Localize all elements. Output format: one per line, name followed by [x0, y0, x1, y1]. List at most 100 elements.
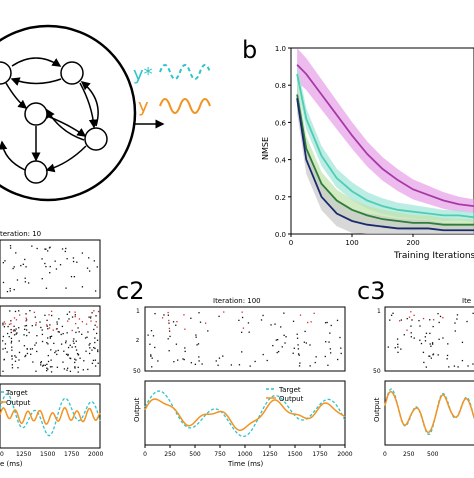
spike	[241, 351, 243, 353]
spike	[56, 323, 58, 325]
c3-spike-raster	[387, 311, 474, 368]
spike	[31, 348, 34, 350]
series-line	[296, 94, 474, 226]
spike	[67, 353, 69, 356]
spike	[274, 323, 276, 325]
spike	[466, 320, 468, 323]
spike	[8, 335, 10, 338]
spike	[22, 263, 24, 265]
spike	[6, 351, 8, 353]
spike	[432, 354, 434, 356]
spike	[150, 354, 152, 356]
spike	[418, 320, 420, 322]
spike	[329, 332, 331, 334]
svg-text:250: 250	[403, 451, 415, 458]
spike	[326, 321, 328, 324]
spike	[190, 362, 193, 364]
spike	[88, 316, 90, 318]
spike	[397, 343, 399, 346]
spike	[84, 337, 87, 339]
spike	[49, 265, 51, 268]
spike	[149, 343, 151, 345]
spike	[277, 338, 279, 341]
spike	[151, 366, 153, 368]
spike	[184, 350, 186, 353]
spike	[96, 326, 98, 328]
spike	[69, 344, 71, 346]
spike	[9, 245, 12, 247]
spike	[410, 325, 412, 327]
spike	[14, 310, 17, 313]
spike	[36, 350, 38, 353]
spike	[63, 368, 66, 370]
y-tick-label: 0.6	[275, 119, 287, 127]
spike	[284, 342, 286, 344]
spike	[336, 319, 339, 322]
spike	[40, 362, 42, 364]
spike	[197, 343, 200, 345]
spike	[49, 272, 51, 274]
spike	[85, 323, 88, 325]
spike	[66, 320, 69, 322]
c2-spike-raster	[147, 311, 342, 368]
network-diagram: y* y	[0, 24, 211, 202]
spike	[47, 250, 49, 252]
c2-x-tick-label: 2000	[337, 451, 352, 458]
spike	[25, 324, 28, 327]
spike	[25, 313, 27, 315]
spike	[11, 349, 13, 351]
spike	[18, 359, 20, 361]
c1-raster-top	[0, 239, 101, 299]
svg-text:0: 0	[383, 451, 387, 458]
spike	[48, 327, 51, 329]
spike	[207, 330, 209, 332]
spike	[24, 355, 26, 358]
spike	[87, 368, 89, 371]
c2-raster-y-ticks: 1 z 50	[133, 308, 141, 375]
output-wave-icon	[159, 98, 211, 114]
spike	[461, 341, 464, 344]
spike	[24, 281, 27, 283]
spike	[41, 329, 43, 331]
spike	[95, 332, 98, 335]
spike	[150, 355, 152, 357]
spike	[394, 347, 396, 349]
spike	[77, 371, 79, 373]
spike	[96, 339, 99, 341]
c2-x-ticks: 0 250 500 750 1000 1250 1500 1750 2000	[143, 445, 353, 458]
spike	[75, 340, 77, 342]
spike	[56, 328, 58, 330]
spike	[310, 321, 312, 323]
spike	[61, 248, 64, 250]
c2-raster-axes	[144, 306, 346, 372]
spike	[11, 346, 13, 348]
spike	[339, 336, 341, 339]
spike	[431, 342, 434, 344]
spike	[64, 250, 66, 253]
spike	[44, 248, 46, 250]
spike	[446, 354, 449, 357]
spike	[47, 354, 49, 357]
spike	[93, 260, 95, 262]
spike	[72, 257, 75, 259]
y-tick-label: 0.0	[275, 231, 286, 239]
spike	[76, 352, 79, 355]
spike	[396, 338, 399, 340]
spike	[422, 351, 425, 354]
spike	[24, 277, 26, 279]
spike	[413, 337, 415, 339]
spike	[50, 310, 53, 313]
svg-text:1750: 1750	[64, 451, 79, 458]
series-line	[296, 98, 474, 232]
spike	[75, 331, 77, 334]
spike	[168, 319, 170, 322]
spike	[74, 322, 77, 325]
spike	[297, 348, 300, 350]
target-trace	[144, 390, 346, 438]
spike	[260, 319, 263, 321]
spike	[96, 266, 98, 268]
spike	[25, 319, 28, 321]
spike	[26, 352, 29, 355]
spike	[17, 367, 19, 369]
spike	[276, 351, 278, 354]
